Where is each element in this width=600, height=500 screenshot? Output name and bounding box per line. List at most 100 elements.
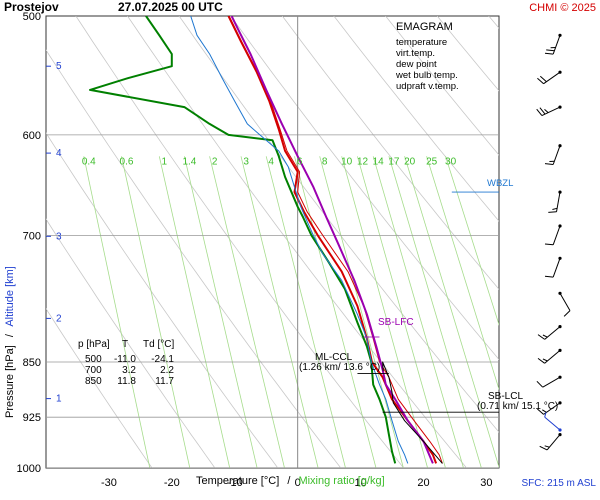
wind-barb-feather (539, 445, 548, 451)
temperature-tick-label: 30 (480, 477, 492, 489)
wind-barb-staff (552, 258, 561, 278)
ml-ccl-label: ML-CCL (315, 352, 353, 363)
dry-adiabat (230, 16, 499, 361)
table-header-td: Td [°C] (143, 339, 174, 350)
mixing-ratio-line (445, 156, 499, 326)
mixing-ratio-line (265, 156, 346, 468)
wind-barb (539, 433, 562, 451)
grid-lines (46, 16, 499, 468)
temperature-tick-label: -10 (227, 477, 243, 489)
legend-temperature: temperature (396, 37, 447, 48)
altitude-tick-label: 1 (56, 394, 62, 405)
wind-barb-feather (544, 275, 554, 278)
y-axis-title-sep: / (4, 333, 16, 337)
table-cell: 700 (85, 365, 102, 376)
mixing-ratio-line (158, 156, 231, 468)
dry-adiabat (75, 16, 405, 468)
y-axis-title-altitude: Altitude [km] (4, 266, 16, 327)
mixing-ratio-label: 1 (162, 157, 168, 168)
altitude-tick-label: 5 (56, 61, 62, 72)
legend-dew-point: dew point (396, 59, 437, 70)
altitude-tick-label: 4 (56, 148, 62, 159)
mixing-ratio-line (83, 156, 151, 468)
wind-barb-staff (541, 106, 561, 117)
surface-elevation: SFC: 215 m ASL (522, 478, 597, 489)
wind-barb (558, 291, 571, 317)
wind-barb (536, 375, 562, 388)
wind-barb-feather (536, 108, 543, 116)
mixing-ratio-label: 8 (322, 157, 328, 168)
wind-barb-staff (544, 350, 561, 364)
wbzl-label: WBZL (487, 178, 513, 189)
mixing-ratio-label: 20 (404, 157, 416, 168)
table-header-p: p [hPa] (78, 339, 110, 350)
temperature-tick-label: -30 (101, 477, 117, 489)
pressure-tick-label: 700 (23, 230, 41, 242)
altitude-tick-labels: 1 2 3 4 5 (46, 61, 62, 405)
legend-updraft: udpraft v.temp. (396, 81, 459, 92)
wind-barb (548, 190, 562, 213)
wind-barb-feather (536, 380, 544, 388)
table-cell: 11.8 (117, 376, 136, 387)
mixing-ratio-line (294, 156, 377, 468)
wind-barb-feather (552, 207, 558, 210)
pressure-tick-label: 500 (23, 11, 41, 23)
wind-barb (537, 348, 562, 364)
pressure-tick-label: 925 (23, 412, 41, 424)
wind-barb (544, 144, 562, 165)
wind-barb-feather (542, 358, 548, 362)
station-name: Prostejov (4, 0, 59, 14)
mixing-ratio-line (209, 156, 285, 468)
pressure-tick-label: 600 (23, 130, 41, 142)
mixing-ratio-line (341, 156, 428, 468)
mixing-ratio-labels: 0.4 0.6 1 1.4 2 3 4 6 8 10 12 14 17 20 25 30 (82, 157, 457, 168)
wind-barb-feather (544, 163, 554, 165)
wind-barb (537, 325, 562, 340)
table-header-t: T (122, 339, 128, 350)
wind-barbs (536, 33, 571, 451)
dry-adiabat (46, 132, 279, 468)
table-cell: 850 (85, 376, 102, 387)
wind-barb (544, 256, 562, 278)
wind-barb (536, 105, 562, 117)
sounding-datetime: 27.07.2025 00 UTC (118, 0, 223, 14)
sb-lcl-label: SB-LCL (488, 391, 523, 402)
series-parcel-path (382, 361, 443, 464)
mixing-ratio-line (357, 156, 446, 468)
pressure-tick-labels: 500 600 700 850 925 1000 (17, 11, 41, 475)
wind-barb-staff (544, 416, 561, 431)
plot-area (46, 16, 499, 468)
series-dew-point (89, 16, 397, 464)
sb-lfc-label: SB-LFC (378, 317, 414, 328)
altitude-tick-label: 2 (56, 313, 62, 324)
mixing-ratio-line (319, 156, 404, 468)
x-axis-title-temperature: Temperature [°C] (196, 475, 279, 487)
x-axis-title: Temperature [°C] / Mixing ratio [g/kg] (196, 475, 385, 487)
credit-text: CHMI © 2025 (529, 2, 596, 14)
wind-barb (544, 412, 562, 432)
mixing-ratio-line (388, 156, 482, 468)
wind-barb (537, 401, 562, 415)
wind-barb-staff (552, 225, 561, 245)
mixing-ratio-line (184, 156, 258, 468)
y-axis-title-pressure: Pressure [hPa] (4, 345, 16, 418)
series-layer (89, 16, 443, 464)
legend-virt-temp: virt.temp. (396, 48, 435, 59)
mixing-ratio-line (426, 156, 499, 391)
dry-adiabat (46, 218, 216, 468)
wind-barb-feather (544, 445, 550, 448)
wind-barb (537, 70, 562, 85)
legend-wet-bulb: wet bulb temp. (395, 70, 458, 81)
mixing-ratio-label: 4 (268, 157, 274, 168)
table-cell: 2.2 (160, 365, 174, 376)
mixing-ratio-line (240, 156, 319, 468)
mixing-ratio-label: 6 (297, 157, 303, 168)
wind-barb (544, 33, 562, 55)
mixing-ratio-label: 0.4 (82, 157, 96, 168)
wind-barb-staff (556, 192, 561, 212)
wind-barb (544, 224, 562, 246)
wind-barb-feather (544, 109, 549, 113)
mixing-ratio-label: 10 (341, 157, 353, 168)
table-cell: 3.2 (122, 365, 136, 376)
